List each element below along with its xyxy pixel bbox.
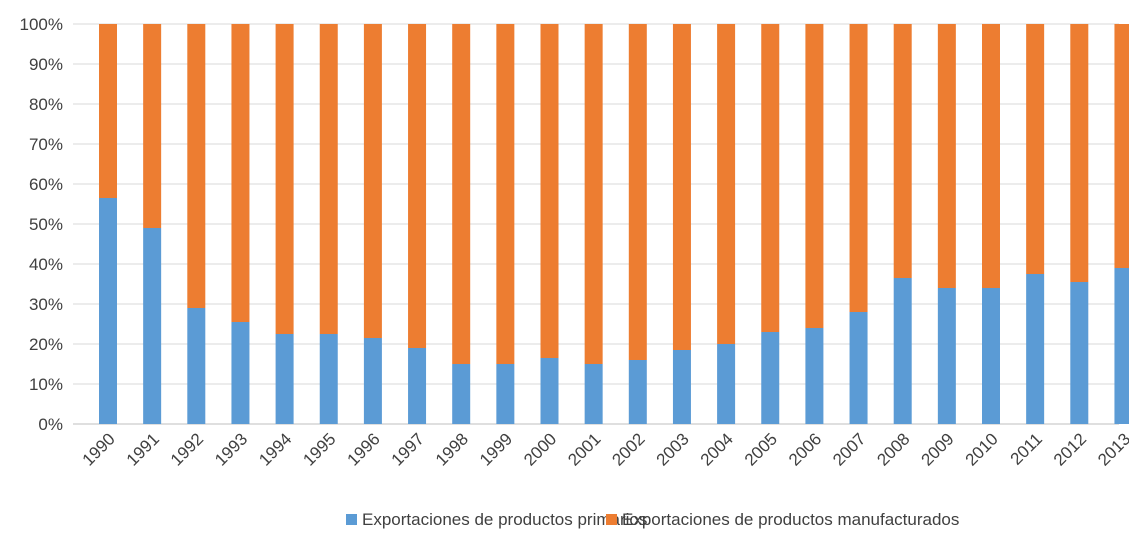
bar-primarios bbox=[1070, 282, 1089, 424]
bar-manufacturados bbox=[275, 24, 294, 334]
y-axis-ticks: 0% 10% 20% 30% 40% 50% 60% 70% 80% 90% 100% bbox=[20, 15, 63, 434]
bar-manufacturados bbox=[1070, 24, 1089, 282]
bar-primarios bbox=[275, 334, 294, 424]
bar-manufacturados bbox=[1026, 24, 1045, 274]
legend: Exportaciones de productos primariosExpo… bbox=[346, 510, 959, 529]
bar-manufacturados bbox=[1114, 24, 1129, 268]
bar-primarios bbox=[408, 348, 427, 424]
bar-primarios bbox=[584, 364, 603, 424]
bar-manufacturados bbox=[717, 24, 736, 344]
bar-manufacturados bbox=[187, 24, 206, 308]
bar-primarios bbox=[628, 360, 647, 424]
x-tick-label: 2004 bbox=[697, 429, 737, 469]
y-tick-label: 10% bbox=[29, 375, 63, 394]
y-tick-label: 20% bbox=[29, 335, 63, 354]
bar-manufacturados bbox=[893, 24, 912, 278]
x-tick-label: 2002 bbox=[608, 429, 648, 469]
legend-label-primarios: Exportaciones de productos primarios bbox=[362, 510, 647, 529]
bar-manufacturados bbox=[628, 24, 647, 360]
bar-manufacturados bbox=[761, 24, 780, 332]
bar-primarios bbox=[937, 288, 956, 424]
x-tick-label: 2006 bbox=[785, 429, 825, 469]
bar-manufacturados bbox=[982, 24, 1000, 288]
bar-primarios bbox=[893, 278, 912, 424]
x-tick-label: 1994 bbox=[255, 429, 295, 469]
bar-primarios bbox=[717, 344, 736, 424]
bar-manufacturados bbox=[540, 24, 559, 358]
bar-primarios bbox=[1026, 274, 1045, 424]
bar-primarios bbox=[363, 338, 382, 424]
x-tick-label: 2010 bbox=[962, 429, 1002, 469]
bar-manufacturados bbox=[805, 24, 824, 328]
y-tick-label: 50% bbox=[29, 215, 63, 234]
y-tick-label: 0% bbox=[38, 415, 63, 434]
bar-manufacturados bbox=[452, 24, 471, 364]
bar-primarios bbox=[496, 364, 515, 424]
x-tick-label: 2009 bbox=[917, 429, 957, 469]
bar-manufacturados bbox=[143, 24, 162, 228]
bar-primarios bbox=[231, 322, 250, 424]
x-tick-label: 1990 bbox=[79, 429, 119, 469]
bar-manufacturados bbox=[672, 24, 691, 350]
bars bbox=[99, 24, 1129, 424]
bar-primarios bbox=[982, 288, 1000, 424]
y-tick-label: 40% bbox=[29, 255, 63, 274]
bar-primarios bbox=[672, 350, 691, 424]
x-tick-label: 1991 bbox=[123, 429, 163, 469]
x-tick-label: 2005 bbox=[741, 429, 781, 469]
bar-manufacturados bbox=[99, 24, 117, 198]
x-tick-label: 2007 bbox=[829, 429, 869, 469]
x-tick-label: 1996 bbox=[344, 429, 384, 469]
bar-manufacturados bbox=[231, 24, 250, 322]
bar-manufacturados bbox=[408, 24, 427, 348]
bar-primarios bbox=[805, 328, 824, 424]
bar-primarios bbox=[99, 198, 117, 424]
bar-primarios bbox=[849, 312, 868, 424]
bar-manufacturados bbox=[319, 24, 338, 334]
bar-manufacturados bbox=[849, 24, 868, 312]
x-tick-label: 1999 bbox=[476, 429, 516, 469]
x-tick-label: 1997 bbox=[388, 429, 428, 469]
bar-primarios bbox=[452, 364, 471, 424]
x-tick-label: 2013 bbox=[1094, 429, 1129, 469]
y-tick-label: 70% bbox=[29, 135, 63, 154]
bar-primarios bbox=[319, 334, 338, 424]
x-tick-label: 1998 bbox=[432, 429, 472, 469]
bar-manufacturados bbox=[584, 24, 603, 364]
x-tick-label: 2001 bbox=[564, 429, 604, 469]
legend-swatch-manufacturados bbox=[606, 514, 617, 525]
legend-label-manufacturados: Exportaciones de productos manufacturado… bbox=[622, 510, 959, 529]
bar-primarios bbox=[1114, 268, 1129, 424]
x-tick-label: 2011 bbox=[1007, 429, 1046, 468]
bar-primarios bbox=[143, 228, 162, 424]
bar-primarios bbox=[540, 358, 559, 424]
bar-manufacturados bbox=[937, 24, 956, 288]
legend-swatch-primarios bbox=[346, 514, 357, 525]
x-tick-label: 2003 bbox=[653, 429, 693, 469]
bar-manufacturados bbox=[496, 24, 515, 364]
bar-primarios bbox=[761, 332, 780, 424]
bar-manufacturados bbox=[363, 24, 382, 338]
y-tick-label: 90% bbox=[29, 55, 63, 74]
x-tick-label: 1995 bbox=[299, 429, 339, 469]
y-tick-label: 30% bbox=[29, 295, 63, 314]
x-tick-label: 2008 bbox=[873, 429, 913, 469]
x-axis-ticks: 1990 1991 1992 1993 1994 1995 1996 1997 1998 1999… bbox=[79, 429, 1129, 469]
y-tick-label: 80% bbox=[29, 95, 63, 114]
x-tick-label: 1992 bbox=[167, 429, 207, 469]
y-tick-label: 60% bbox=[29, 175, 63, 194]
x-tick-label: 1993 bbox=[211, 429, 251, 469]
y-tick-label: 100% bbox=[20, 15, 63, 34]
bar-primarios bbox=[187, 308, 206, 424]
x-tick-label: 2012 bbox=[1050, 429, 1090, 469]
x-tick-label: 2000 bbox=[520, 429, 560, 469]
